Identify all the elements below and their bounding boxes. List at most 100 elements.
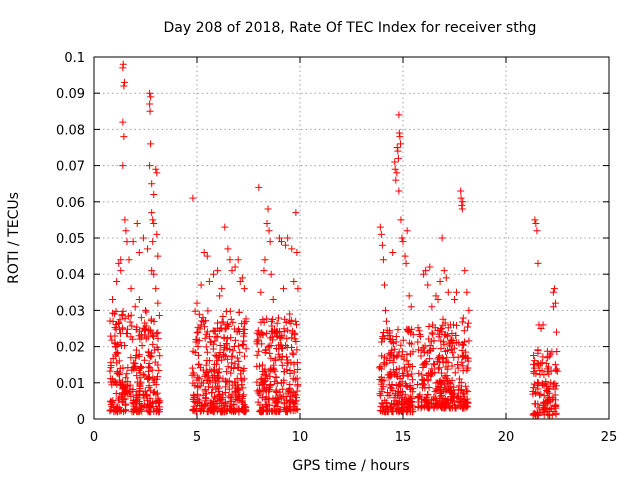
data-point: [214, 392, 222, 400]
data-point: [441, 331, 449, 339]
data-point: [424, 391, 432, 399]
data-point: [230, 342, 238, 350]
data-point: [135, 248, 143, 256]
data-point: [460, 338, 468, 346]
data-point: [461, 267, 469, 275]
data-point: [238, 341, 246, 349]
data-point: [203, 328, 211, 336]
data-point: [149, 216, 157, 224]
data-point: [253, 362, 261, 370]
data-point: [409, 388, 417, 396]
data-point: [444, 379, 452, 387]
data-point: [398, 369, 406, 377]
data-point: [434, 296, 442, 304]
data-point: [260, 384, 268, 392]
y-axis-label: ROTI / TECUs: [6, 192, 22, 284]
data-point: [120, 133, 128, 141]
data-point: [233, 396, 241, 404]
data-point: [138, 341, 146, 349]
data-point: [454, 394, 462, 402]
data-point: [380, 353, 388, 361]
data-point: [530, 364, 538, 372]
data-point: [263, 330, 271, 338]
data-point: [377, 403, 385, 411]
data-point: [229, 347, 237, 355]
data-point: [200, 318, 208, 326]
data-point: [276, 334, 284, 342]
data-point: [108, 381, 116, 389]
chart-title: Day 208 of 2018, Rate Of TEC Index for r…: [164, 20, 537, 36]
data-point: [142, 306, 149, 314]
data-point: [119, 324, 127, 332]
data-point: [254, 398, 262, 406]
data-point: [451, 404, 459, 412]
data-point: [293, 359, 301, 367]
data-point: [197, 281, 205, 289]
data-point: [119, 364, 127, 372]
data-point: [152, 407, 160, 415]
data-point: [189, 379, 197, 387]
data-point: [386, 391, 394, 399]
data-point: [265, 407, 273, 415]
data-point: [394, 351, 402, 359]
data-point: [153, 169, 161, 177]
data-point: [149, 340, 157, 348]
data-point: [284, 326, 292, 334]
data-point: [155, 366, 163, 374]
data-point: [136, 404, 144, 412]
data-point: [266, 372, 274, 380]
data-point: [208, 367, 216, 375]
data-point: [129, 238, 137, 246]
data-point: [263, 315, 271, 323]
data-point: [231, 360, 239, 368]
data-point: [454, 364, 462, 372]
data-point: [547, 404, 555, 412]
data-point: [536, 367, 544, 375]
data-point: [536, 391, 544, 399]
data-point: [392, 366, 400, 374]
data-point: [203, 252, 211, 260]
data-point: [292, 209, 300, 217]
data-point: [208, 388, 216, 396]
data-point: [201, 387, 209, 395]
data-point: [196, 382, 204, 390]
data-point: [238, 274, 246, 282]
data-point: [451, 389, 459, 397]
x-tick-label: 20: [498, 430, 515, 445]
data-point: [376, 390, 384, 398]
data-point: [115, 259, 123, 267]
data-point: [128, 322, 136, 330]
data-point: [146, 107, 154, 115]
data-point: [291, 376, 299, 384]
data-point: [151, 358, 159, 366]
data-point: [227, 406, 235, 414]
data-point: [221, 223, 229, 231]
data-point: [148, 349, 156, 357]
data-point: [113, 277, 121, 285]
data-point: [220, 346, 228, 354]
data-point: [292, 391, 300, 399]
data-point: [549, 288, 557, 296]
data-point: [379, 408, 387, 416]
data-point: [216, 348, 224, 356]
data-point: [463, 288, 471, 296]
data-point: [146, 353, 154, 361]
data-point: [400, 355, 408, 363]
data-point: [539, 353, 547, 361]
data-point: [551, 396, 559, 404]
data-point: [280, 325, 288, 333]
data-point: [421, 384, 429, 392]
data-point: [460, 352, 468, 360]
data-point: [286, 398, 294, 406]
data-point: [434, 365, 442, 373]
data-point: [139, 324, 147, 332]
data-point: [283, 353, 291, 361]
data-point: [203, 356, 211, 364]
data-point: [268, 322, 276, 330]
data-point: [417, 352, 425, 360]
data-point: [426, 355, 434, 363]
data-point: [267, 354, 275, 362]
data-point: [394, 154, 402, 162]
data-point: [293, 248, 301, 256]
data-point: [285, 388, 293, 396]
